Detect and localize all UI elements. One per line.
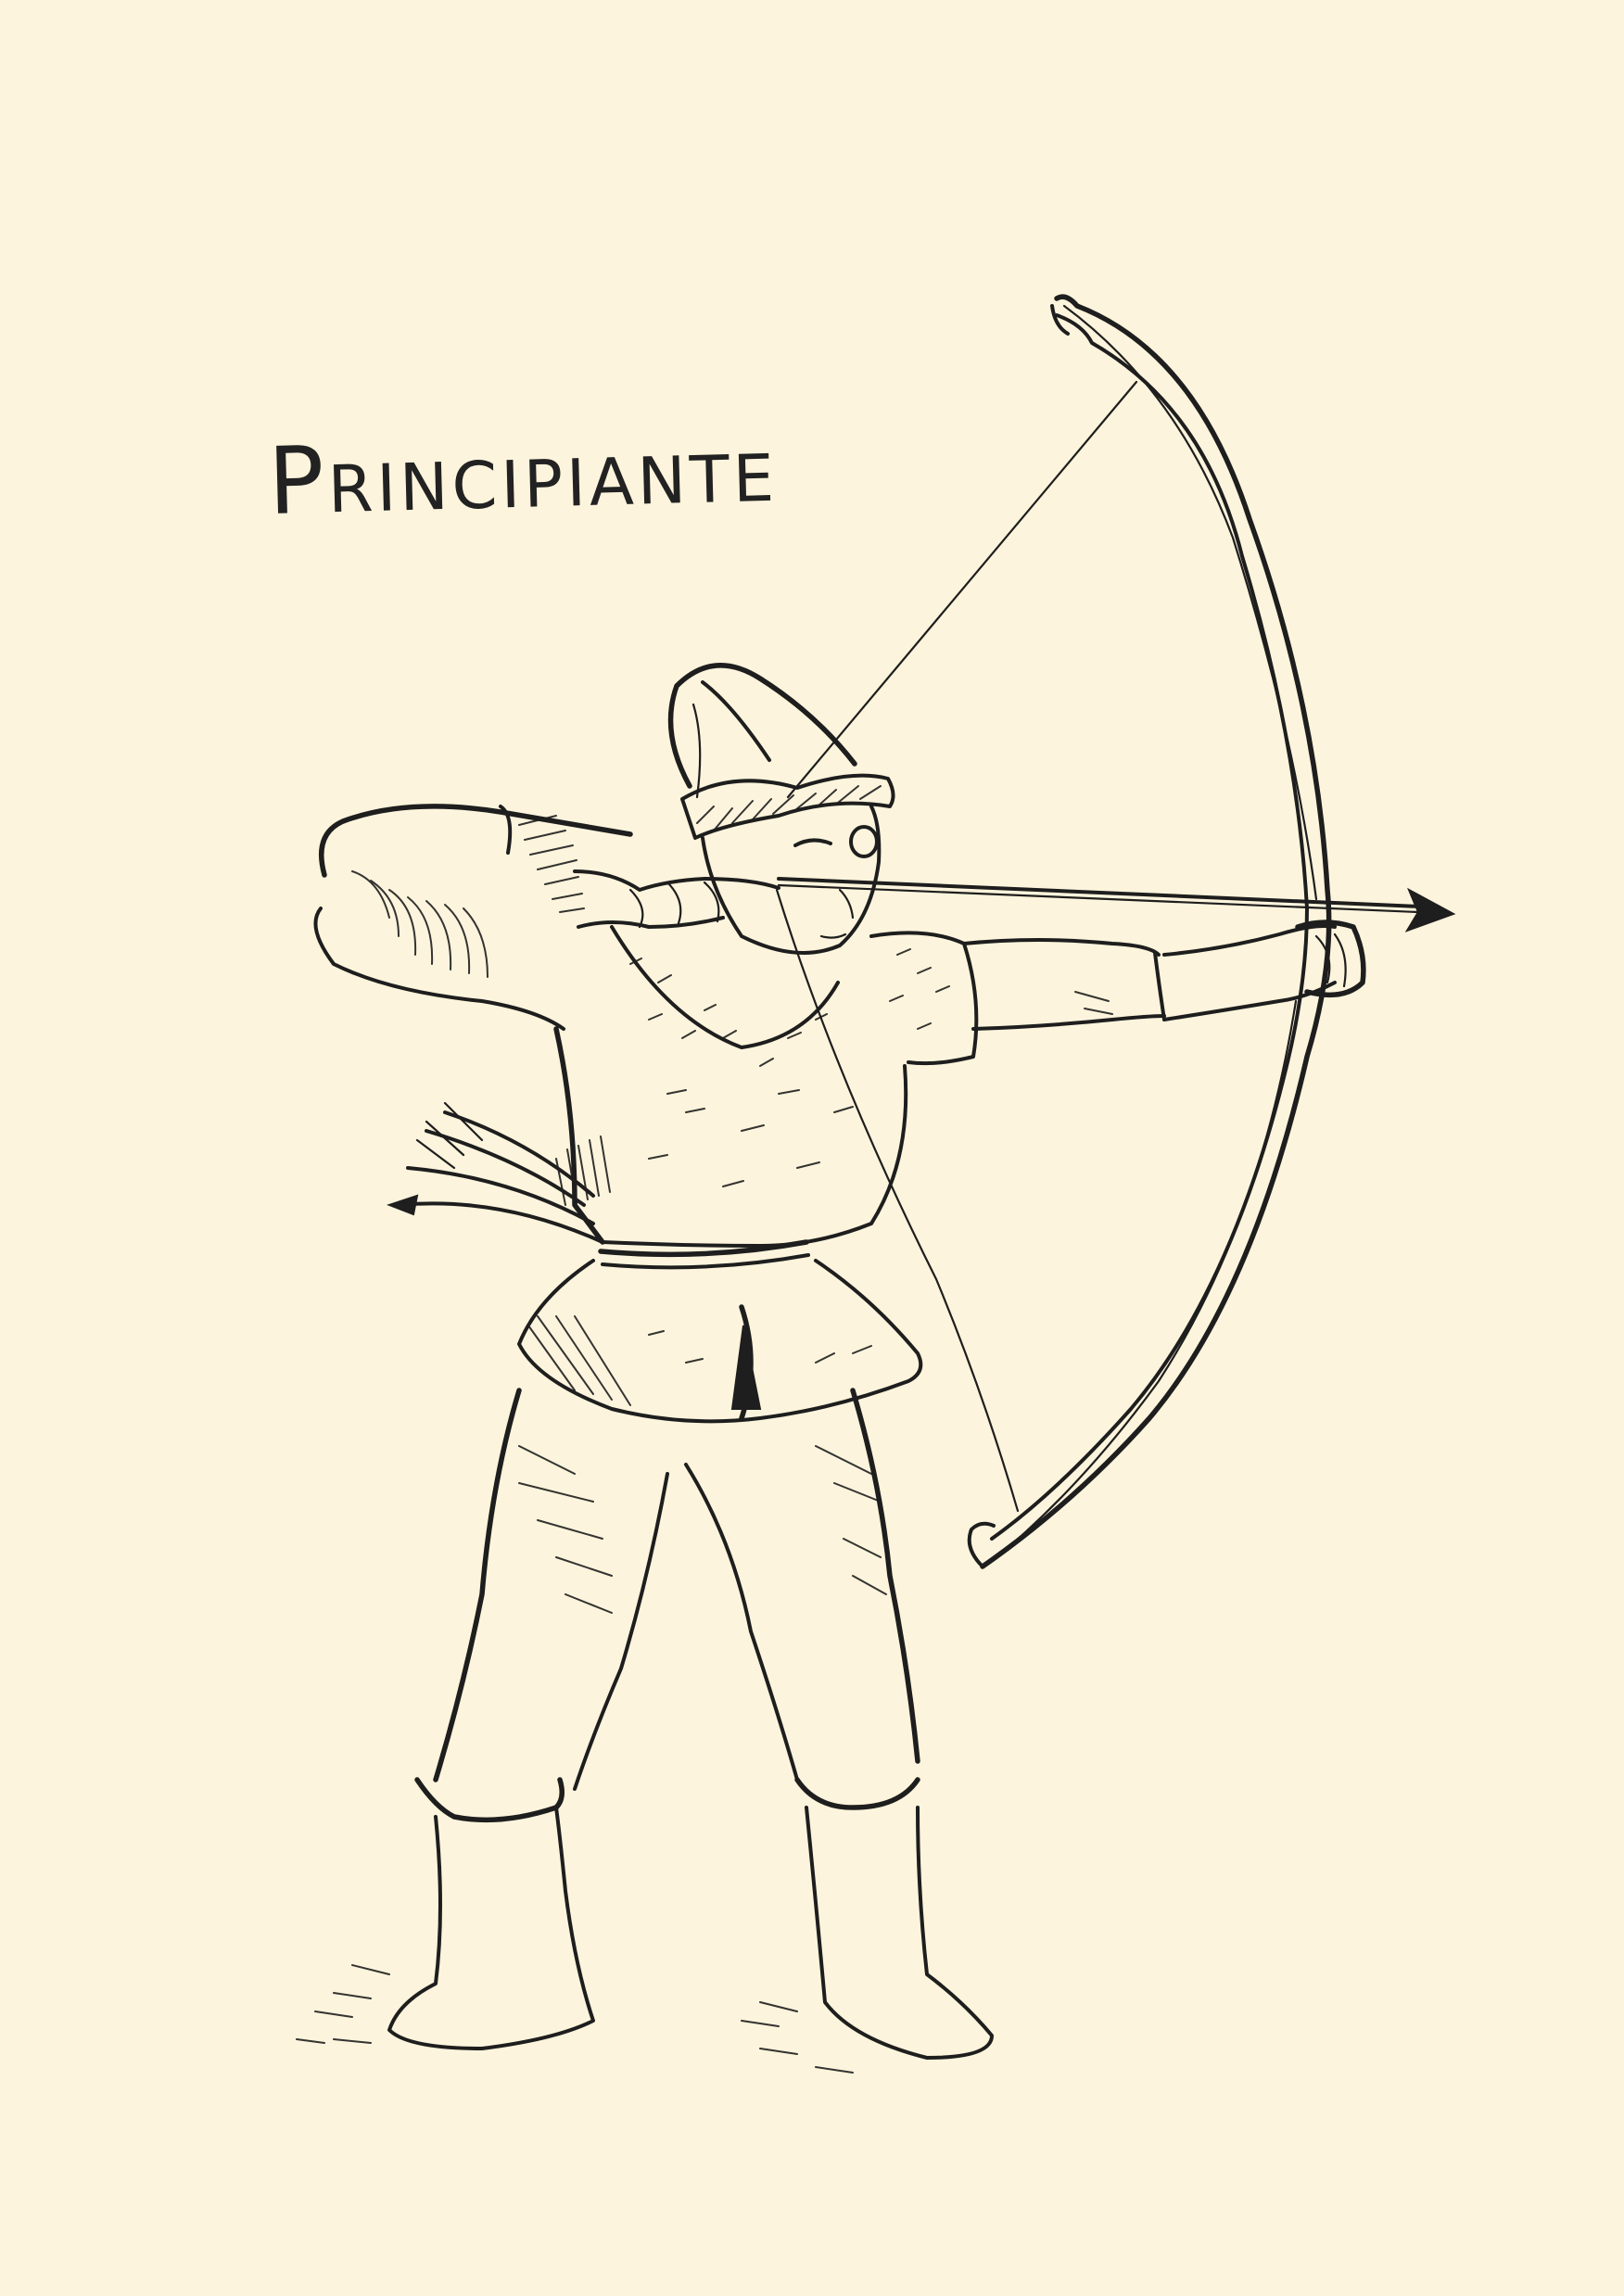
quiver xyxy=(387,1101,611,1244)
legs xyxy=(433,1388,920,1791)
boots xyxy=(296,1777,994,2074)
bowstring xyxy=(775,380,1138,1513)
helmet xyxy=(667,663,895,840)
arrow xyxy=(777,877,1456,932)
face xyxy=(701,805,882,955)
tunic-skirt xyxy=(517,1259,923,1424)
bow xyxy=(967,294,1332,1569)
torso xyxy=(553,925,979,1270)
bow-arm xyxy=(962,920,1366,1031)
drawing-arm xyxy=(313,804,780,1031)
